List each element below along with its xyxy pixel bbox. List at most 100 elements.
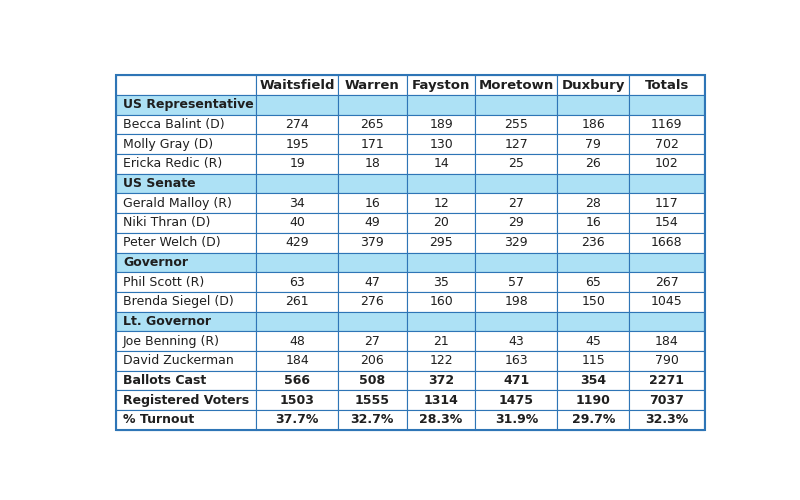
Bar [406,134,475,154]
Bar [338,95,406,115]
Text: 195: 195 [286,138,309,151]
Bar [558,76,630,95]
Text: 117: 117 [655,197,678,210]
Bar [115,233,256,252]
Bar [630,312,705,331]
Bar [256,174,338,194]
Bar [338,115,406,134]
Bar [115,115,256,134]
Bar [256,292,338,312]
Bar [256,194,338,213]
Bar [115,76,256,95]
Text: Ballots Cast: Ballots Cast [123,374,206,387]
Bar [558,252,630,272]
Text: 295: 295 [430,236,453,249]
Text: 34: 34 [290,197,305,210]
Bar [256,233,338,252]
Bar [475,154,558,174]
Text: 354: 354 [580,374,606,387]
Bar [558,134,630,154]
Bar [475,115,558,134]
Text: 1503: 1503 [280,394,314,406]
Text: Governor: Governor [123,256,188,269]
Bar [256,76,338,95]
Text: Phil Scott (R): Phil Scott (R) [123,276,204,288]
Text: 28.3%: 28.3% [419,414,462,426]
Text: 25: 25 [509,158,524,170]
Bar [406,194,475,213]
Bar [338,370,406,390]
Bar [630,233,705,252]
Text: 43: 43 [509,334,524,347]
Text: 26: 26 [586,158,601,170]
Bar [115,213,256,233]
Text: 1169: 1169 [651,118,682,131]
Bar [115,351,256,370]
Text: 102: 102 [655,158,678,170]
Text: Becca Balint (D): Becca Balint (D) [123,118,225,131]
Text: 1555: 1555 [355,394,390,406]
Bar [256,390,338,410]
Bar [630,134,705,154]
Bar [406,174,475,194]
Text: 429: 429 [286,236,309,249]
Text: 18: 18 [365,158,380,170]
Text: 47: 47 [365,276,380,288]
Text: 702: 702 [655,138,679,151]
Bar [115,194,256,213]
Text: Ericka Redic (R): Ericka Redic (R) [123,158,222,170]
Bar [630,174,705,194]
Bar [115,390,256,410]
Text: 1475: 1475 [499,394,534,406]
Bar [406,410,475,430]
Bar [406,252,475,272]
Bar [115,410,256,430]
Bar [475,76,558,95]
Bar [338,154,406,174]
Bar [558,312,630,331]
Bar [558,233,630,252]
Bar [338,292,406,312]
Bar [558,272,630,292]
Bar [630,410,705,430]
Text: Joe Benning (R): Joe Benning (R) [123,334,220,347]
Text: Moretown: Moretown [478,78,554,92]
Text: 154: 154 [655,216,678,230]
Text: Peter Welch (D): Peter Welch (D) [123,236,221,249]
Text: 471: 471 [503,374,530,387]
Text: 122: 122 [430,354,453,367]
Text: 1190: 1190 [576,394,610,406]
Text: 2271: 2271 [650,374,684,387]
Text: 379: 379 [361,236,384,249]
Text: US Representative: US Representative [123,98,254,112]
Bar [115,370,256,390]
Bar [406,115,475,134]
Bar [256,351,338,370]
Text: 12: 12 [434,197,449,210]
Bar [256,95,338,115]
Bar [338,390,406,410]
Bar [630,292,705,312]
Bar [338,134,406,154]
Bar [115,252,256,272]
Bar [475,390,558,410]
Bar [338,233,406,252]
Bar [475,370,558,390]
Bar [558,194,630,213]
Text: 29: 29 [509,216,524,230]
Bar [630,331,705,351]
Text: 31.9%: 31.9% [494,414,538,426]
Bar [406,331,475,351]
Text: Gerald Malloy (R): Gerald Malloy (R) [123,197,232,210]
Text: 32.7%: 32.7% [350,414,394,426]
Bar [406,312,475,331]
Bar [630,76,705,95]
Bar [630,370,705,390]
Text: Duxbury: Duxbury [562,78,625,92]
Bar [558,154,630,174]
Text: 115: 115 [582,354,605,367]
Text: 7037: 7037 [650,394,684,406]
Bar [256,272,338,292]
Text: 267: 267 [655,276,678,288]
Bar [558,370,630,390]
